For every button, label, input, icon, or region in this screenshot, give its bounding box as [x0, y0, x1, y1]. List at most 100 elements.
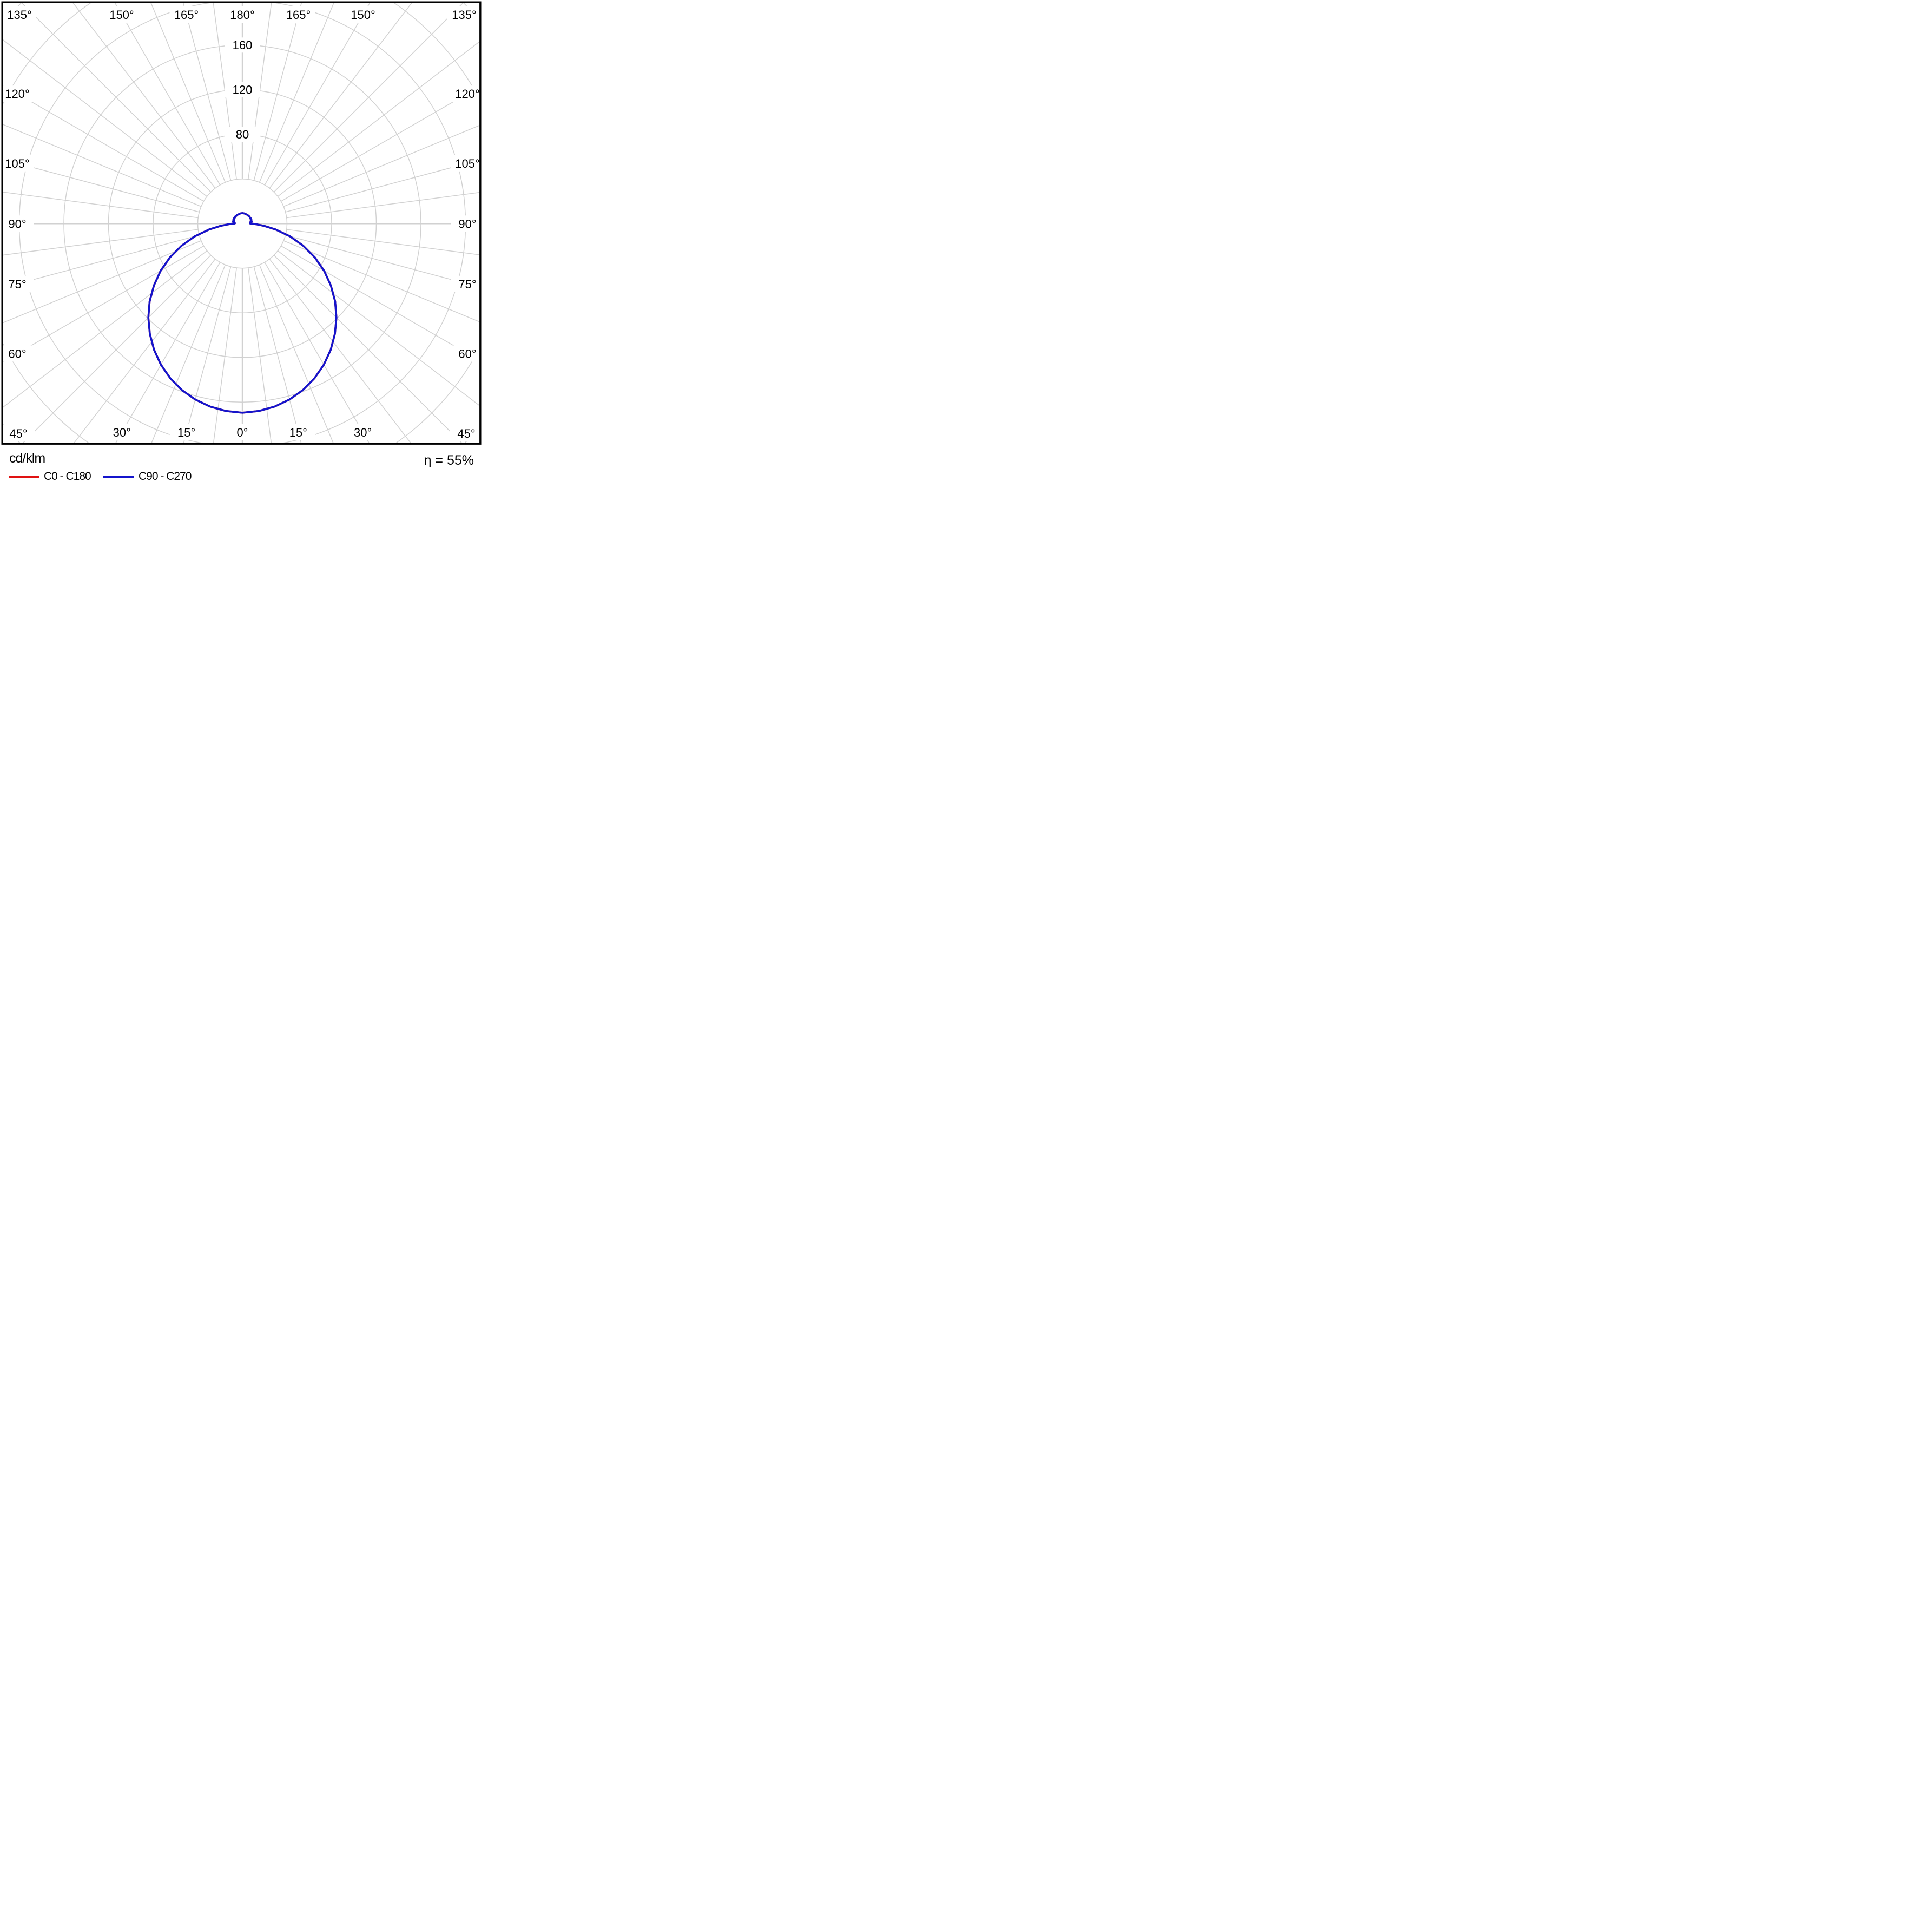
efficiency-label: η = 55%	[424, 453, 474, 468]
grid-ray	[283, 240, 480, 322]
angle-label-chip	[281, 424, 315, 440]
grid-ray	[183, 266, 232, 443]
angle-label: 30°	[354, 426, 372, 439]
legend-item-c0-c180: C0 - C180	[9, 470, 91, 483]
grid-ray	[3, 245, 204, 362]
angle-label: 45°	[9, 427, 27, 440]
angle-label-chip	[1, 85, 34, 102]
angle-label: 90°	[8, 217, 26, 230]
grid-ray	[285, 160, 480, 213]
angle-label-chip	[105, 424, 139, 440]
grid-ray	[248, 267, 272, 443]
grid-ray	[21, 3, 212, 193]
angle-label: 75°	[458, 278, 476, 291]
grid-ray	[3, 124, 202, 207]
grid-ray	[3, 159, 200, 213]
angle-label-chip	[451, 215, 483, 232]
curves	[147, 212, 338, 414]
angle-label: 135°	[7, 8, 32, 22]
grid-ray	[183, 3, 232, 181]
angle-label: 120°	[455, 87, 480, 101]
ring-label: 80	[236, 128, 249, 141]
grid-ray	[151, 265, 226, 443]
angle-label: 60°	[8, 347, 26, 360]
grid-ray	[281, 86, 480, 202]
grid-ray	[213, 3, 237, 180]
angle-label-chip	[104, 6, 139, 23]
grid-ray	[269, 3, 412, 189]
ring-label-chip	[225, 37, 260, 53]
angle-label-chip	[346, 6, 380, 23]
angle-label-chip	[1, 215, 34, 232]
grid-ray	[273, 255, 463, 443]
angle-label-chip	[346, 424, 380, 440]
angle-label: 75°	[8, 278, 26, 291]
grid-ray	[264, 3, 371, 186]
angle-label: 30°	[113, 426, 131, 439]
angle-label: 150°	[109, 8, 134, 22]
angle-label-chip	[451, 85, 483, 102]
grid-ray	[22, 255, 212, 443]
radial-unit-label: cd/klm	[9, 451, 45, 466]
angle-label: 90°	[458, 217, 476, 230]
grid-ray	[283, 124, 480, 207]
angle-label-chip	[1, 155, 34, 172]
angle-label: 180°	[230, 8, 255, 22]
grid-ray	[74, 259, 216, 443]
grid-ray	[248, 3, 272, 180]
grid-ray	[253, 3, 302, 181]
grid-ray	[3, 229, 199, 256]
angle-label: 15°	[289, 426, 307, 439]
grid-ray	[72, 3, 216, 189]
angle-label: 45°	[457, 427, 475, 440]
grid-ray	[114, 3, 221, 186]
grid-ray	[150, 3, 226, 183]
grid-ray	[3, 39, 208, 197]
angle-label-chip	[451, 345, 483, 362]
grid-ray	[281, 245, 480, 361]
angle-label: 0°	[236, 426, 248, 439]
angle-label: 165°	[286, 8, 311, 22]
grid-ray	[3, 250, 208, 408]
angle-label-chip	[226, 6, 259, 23]
angle-label: 135°	[452, 8, 477, 22]
legend-swatch-c90-c270	[103, 476, 134, 478]
angle-label-chip	[451, 275, 483, 292]
ring-label-chip	[225, 127, 260, 142]
grid-ray	[286, 192, 480, 219]
angle-label: 60°	[458, 347, 476, 360]
grid-ray	[3, 240, 202, 324]
angle-label-chip	[450, 425, 483, 441]
angle-label-chip	[1, 275, 34, 292]
grid-ray	[115, 262, 221, 443]
grid-ray	[3, 234, 200, 288]
grid-ray	[277, 41, 480, 197]
ring-label-chip	[225, 82, 260, 97]
polar-chart-canvas: 80 120 160 0° 15° 15° 30° 30° 45° 45° 60° 60° 75° 75°…	[1, 1, 483, 445]
grid-ray	[286, 229, 480, 255]
angle-label: 105°	[5, 157, 30, 170]
angle-label-chip	[447, 6, 481, 23]
label-chips	[1, 6, 483, 441]
angle-label-chip	[281, 6, 315, 23]
angle-label-chip	[226, 424, 259, 440]
angle-label-chip	[1, 345, 34, 362]
grid-ray	[269, 259, 411, 443]
angle-label: 15°	[177, 426, 195, 439]
grid-labels: 80 120 160 0° 15° 15° 30° 30° 45° 45° 60° 60° 75° 75°…	[5, 8, 480, 440]
grid-ray	[213, 267, 237, 443]
photometric-polar-diagram: 80 120 160 0° 15° 15° 30° 30° 45° 45° 60° 60° 75° 75°…	[0, 0, 483, 483]
grid-ray	[273, 3, 464, 193]
chart-frame	[1, 1, 482, 445]
angle-label: 150°	[351, 8, 375, 22]
legend: cd/klm η = 55% C0 - C180 C90 - C270	[0, 444, 483, 483]
angle-label: 165°	[174, 8, 199, 22]
angle-label: 120°	[5, 87, 30, 101]
legend-item-c90-c270: C90 - C270	[103, 470, 192, 483]
grid-ray	[264, 262, 370, 443]
curve-c90-c270	[147, 212, 338, 414]
angle-label-chip	[169, 6, 203, 23]
grid-ray	[3, 192, 199, 219]
grid-ray	[259, 265, 334, 443]
legend-label-c90-c270: C90 - C270	[139, 470, 192, 483]
